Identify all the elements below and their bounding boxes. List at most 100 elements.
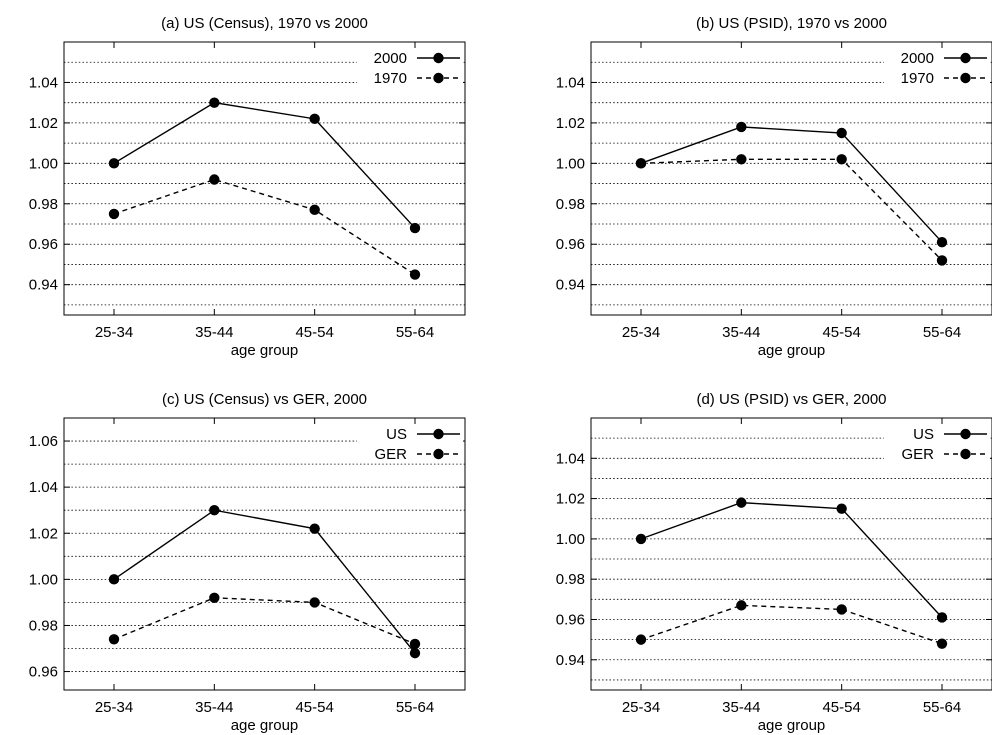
plot-frame [590, 417, 992, 691]
data-point-2000 [736, 121, 747, 133]
legend-label: GER [374, 446, 407, 463]
y-tick-label: 1.00 [29, 571, 58, 588]
x-tick-label: 25-34 [95, 699, 133, 716]
data-point-US [736, 497, 747, 508]
x-tick-label: 25-34 [622, 699, 660, 716]
y-tick-label: 1.04 [29, 74, 58, 91]
x-axis-label: age group [758, 342, 826, 359]
y-tick-label: 1.02 [556, 115, 585, 132]
y-tick-label: 1.06 [29, 433, 58, 450]
y-tick-label: 0.94 [29, 277, 58, 294]
legend-marker-GER [960, 448, 971, 460]
series-line-1970 [113, 178, 416, 276]
data-point-US [936, 612, 948, 623]
data-point-GER [736, 600, 747, 611]
x-tick-label: 45-54 [822, 324, 860, 341]
x-tick-label: 35-44 [722, 324, 760, 341]
data-point-1970 [736, 154, 747, 165]
chart-title: (a) US (Census), 1970 vs 2000 [161, 15, 368, 32]
legend-marker-US [960, 428, 971, 440]
y-tick-label: 0.98 [556, 196, 585, 213]
data-point-1970 [309, 204, 320, 216]
data-point-2000 [108, 158, 120, 169]
series-line-2000 [113, 101, 416, 229]
legend-label: 2000 [374, 50, 407, 67]
x-tick-label: 25-34 [95, 324, 133, 341]
data-point-1970 [635, 158, 647, 169]
data-point-US [209, 505, 220, 516]
data-point-1970 [936, 255, 948, 266]
legend-label: US [386, 426, 407, 443]
data-point-GER [635, 634, 647, 645]
data-point-GER [409, 638, 421, 650]
chart-title: (d) US (PSID) vs GER, 2000 [696, 391, 886, 408]
y-tick-label: 1.00 [29, 155, 58, 172]
legend-marker-1970 [960, 72, 971, 84]
x-tick-label: 45-54 [295, 699, 333, 716]
legend-label: 1970 [901, 70, 934, 87]
x-tick-label: 45-54 [822, 699, 860, 716]
data-point-2000 [936, 237, 948, 248]
data-point-1970 [209, 174, 220, 185]
legend-marker-1970 [433, 72, 444, 84]
legend-label: GER [901, 446, 934, 463]
data-point-1970 [409, 269, 421, 280]
panel-d: 0.94 0.96 0.98 1.00 1.02 1.04 25-34 35-44 45-54 5… [556, 391, 992, 734]
legend-marker-2000 [433, 52, 444, 64]
x-tick-label: 55-64 [923, 324, 961, 341]
plot-frame [590, 41, 992, 316]
series-line-GER [113, 597, 416, 645]
x-tick-label: 45-54 [295, 324, 333, 341]
y-tick-label: 0.96 [556, 611, 585, 628]
data-point-2000 [309, 113, 320, 125]
data-point-GER [309, 597, 320, 608]
series-line-US [113, 509, 416, 654]
chart-title: (c) US (Census) vs GER, 2000 [162, 391, 367, 408]
y-tick-label: 1.02 [556, 491, 585, 508]
y-tick-label: 0.98 [29, 617, 58, 634]
y-tick-label: 0.98 [556, 571, 585, 588]
panel-a: 0.94 0.96 0.98 1.00 1.02 1.04 25-34 35-44 45-54 5… [29, 15, 466, 359]
data-point-GER [836, 604, 847, 615]
panel-b: 0.94 0.96 0.98 1.00 1.02 1.04 25-34 35-44 45-54 5… [556, 15, 992, 359]
y-tick-label: 1.02 [29, 115, 58, 132]
x-axis-label: age group [231, 342, 299, 359]
y-tick-label: 0.94 [556, 652, 585, 669]
x-tick-label: 55-64 [396, 324, 434, 341]
series-line-US [640, 501, 943, 618]
y-tick-label: 0.96 [29, 664, 58, 681]
x-tick-label: 25-34 [622, 324, 660, 341]
y-tick-label: 0.96 [29, 236, 58, 253]
series-line-GER [640, 604, 943, 645]
data-point-US [108, 574, 120, 585]
x-tick-label: 35-44 [195, 699, 233, 716]
y-tick-label: 1.04 [556, 74, 585, 91]
chart-title: (b) US (PSID), 1970 vs 2000 [696, 15, 887, 32]
legend-label: 2000 [901, 50, 934, 67]
x-tick-label: 55-64 [396, 699, 434, 716]
data-point-US [635, 533, 647, 545]
data-point-1970 [836, 154, 847, 165]
plot-frame [63, 417, 466, 691]
series-line-2000 [640, 126, 943, 243]
plot-frame [63, 41, 466, 316]
y-tick-label: 0.96 [556, 236, 585, 253]
y-tick-label: 1.04 [29, 479, 58, 496]
data-point-2000 [836, 127, 847, 139]
y-tick-label: 1.00 [556, 531, 585, 548]
x-tick-label: 55-64 [923, 699, 961, 716]
data-point-GER [936, 638, 948, 649]
x-axis-label: age group [231, 717, 299, 734]
data-point-GER [108, 634, 120, 645]
data-point-2000 [409, 222, 421, 234]
y-tick-label: 1.00 [556, 155, 585, 172]
series-line-1970 [640, 158, 943, 261]
y-tick-label: 1.04 [556, 450, 585, 467]
x-axis-label: age group [758, 717, 826, 734]
y-tick-label: 0.94 [556, 277, 585, 294]
x-tick-label: 35-44 [195, 324, 233, 341]
data-point-2000 [209, 97, 220, 108]
legend-marker-2000 [960, 52, 971, 64]
legend-marker-US [433, 428, 444, 440]
